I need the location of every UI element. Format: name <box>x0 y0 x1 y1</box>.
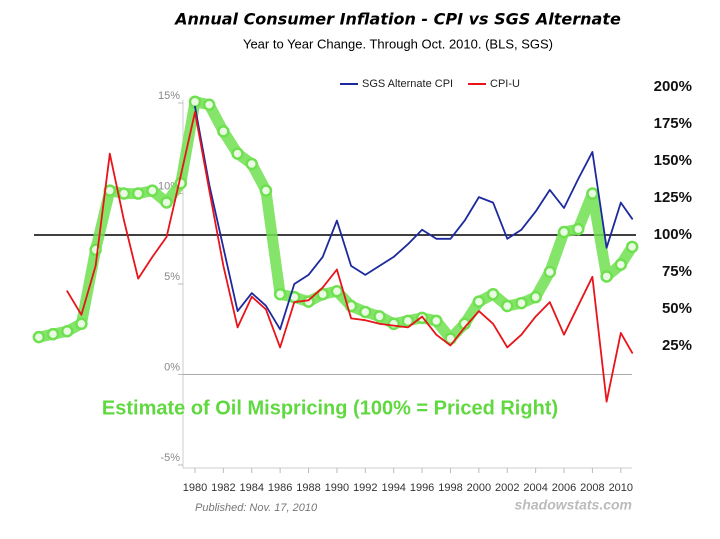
y2-tick-label: 175% <box>654 115 692 132</box>
x-tick-label: 1994 <box>381 482 405 494</box>
legend-label: SGS Alternate CPI <box>362 78 453 90</box>
data-point <box>501 299 514 313</box>
footer-note: Published: Nov. 17, 2010 <box>195 502 318 514</box>
x-tick-label: 1988 <box>296 482 320 494</box>
y2-tick-label: 200% <box>654 78 692 95</box>
data-point <box>46 327 60 341</box>
data-point <box>472 295 486 308</box>
data-point <box>231 147 244 160</box>
data-point <box>486 287 500 301</box>
y-tick-label: 5% <box>164 271 180 283</box>
x-tick-label: 2010 <box>609 482 633 494</box>
series-line <box>194 105 634 331</box>
data-point <box>316 287 329 301</box>
data-point <box>273 287 287 301</box>
data-point <box>202 98 216 112</box>
data-point <box>430 314 443 328</box>
data-point <box>373 310 386 323</box>
x-tick-label: 1980 <box>183 482 207 494</box>
x-tick-label: 1996 <box>410 482 434 494</box>
y-tick-label: -5% <box>160 452 180 464</box>
data-point <box>515 296 528 310</box>
data-point <box>75 317 88 331</box>
legend-label: CPI-U <box>490 78 520 90</box>
x-tick-label: 2000 <box>467 482 491 494</box>
annotation: Estimate of Oil Mispricing (100% = Price… <box>102 397 558 419</box>
data-point <box>32 330 46 344</box>
y-tick-label: 0% <box>164 361 180 373</box>
x-tick-label: 1986 <box>268 482 292 494</box>
x-tick-label: 2006 <box>552 482 576 494</box>
x-tick-label: 2008 <box>580 482 604 494</box>
data-point <box>131 187 145 200</box>
data-point <box>571 222 585 236</box>
x-tick-label: 1982 <box>211 482 235 494</box>
data-point <box>557 225 571 239</box>
y2-tick-label: 25% <box>662 337 692 354</box>
data-point <box>146 184 159 197</box>
y2-tick-label: 75% <box>662 263 692 280</box>
data-point <box>625 240 639 254</box>
data-point <box>359 305 372 319</box>
x-tick-label: 1992 <box>353 482 377 494</box>
data-point <box>245 157 259 171</box>
x-tick-label: 1990 <box>325 482 349 494</box>
data-point <box>60 324 74 338</box>
x-tick-label: 1984 <box>240 482 264 494</box>
x-tick-label: 1998 <box>438 482 462 494</box>
data-point <box>401 314 415 328</box>
x-tick-label: 2004 <box>523 482 547 494</box>
data-point <box>614 258 628 271</box>
data-point <box>259 184 273 197</box>
y2-tick-label: 50% <box>662 300 692 317</box>
data-point <box>188 95 202 109</box>
data-point <box>543 265 557 279</box>
data-point <box>89 243 102 257</box>
data-point <box>160 196 173 209</box>
y-tick-label: 15% <box>158 90 180 102</box>
chart-title: Annual Consumer Inflation - CPI vs SGS A… <box>173 10 621 29</box>
data-point <box>217 125 230 138</box>
data-point <box>600 270 613 283</box>
series-line <box>66 111 634 403</box>
footer-brand: shadowstats.com <box>515 497 632 513</box>
x-tick-label: 2002 <box>495 482 519 494</box>
data-point <box>330 284 344 298</box>
y2-tick-label: 100% <box>654 226 692 243</box>
series-line <box>33 96 638 345</box>
chart-subtitle: Year to Year Change. Through Oct. 2010. … <box>243 36 553 51</box>
y2-tick-label: 150% <box>654 152 692 169</box>
y2-tick-label: 125% <box>654 189 692 206</box>
data-point <box>387 317 400 331</box>
data-point <box>117 187 131 200</box>
data-point <box>586 187 599 200</box>
data-point <box>529 290 542 304</box>
